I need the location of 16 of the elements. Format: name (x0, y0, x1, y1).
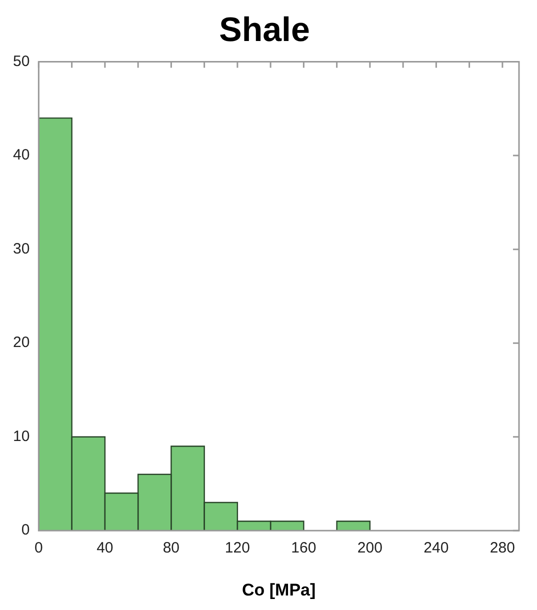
y-tick-label: 40 (12, 146, 30, 164)
y-tick-label: 20 (12, 334, 30, 352)
x-tick-label: 280 (490, 540, 515, 557)
x-tick-label: 120 (224, 540, 250, 557)
x-tick-label: 0 (34, 540, 43, 557)
y-tick-label: 0 (21, 522, 30, 539)
x-tick-label: 80 (162, 540, 180, 557)
x-tick-label: 240 (424, 540, 449, 557)
chart-title: Shale (219, 10, 310, 49)
x-tick-label: 40 (96, 540, 114, 557)
y-tick-label: 10 (12, 428, 30, 445)
x-axis-title: Co [MPa] (242, 580, 316, 600)
y-tick-label: 30 (12, 240, 30, 258)
x-tick-label: 160 (291, 540, 316, 557)
y-tick-label: 50 (12, 52, 30, 70)
x-tick-label: 200 (357, 540, 382, 557)
